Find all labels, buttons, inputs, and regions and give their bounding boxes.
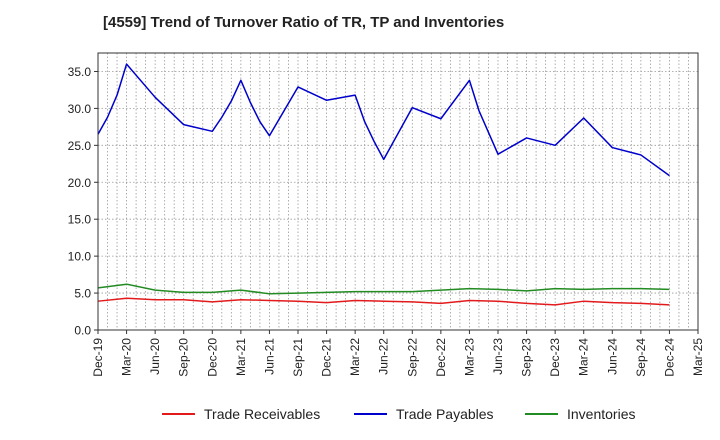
x-tick-label: Mar-21: [234, 338, 248, 376]
x-tick-label: Mar-25: [691, 338, 705, 376]
plot-area: [97, 52, 699, 331]
y-tick-label: 30.0: [68, 102, 92, 116]
y-tick-label: 5.0: [74, 287, 91, 301]
x-tick-label: Dec-19: [91, 338, 105, 377]
y-axis: 0.0 5.0 10.0 15.0 20.0 25.0 30.0 35.0: [68, 65, 98, 338]
x-tick-label: Sep-22: [405, 338, 419, 377]
x-tick-label: Sep-21: [291, 338, 305, 377]
x-tick-label: Mar-24: [577, 338, 591, 376]
legend-label: Trade Payables: [396, 406, 494, 422]
series-lines: [97, 63, 670, 306]
chart-title: [4559] Trend of Turnover Ratio of TR, TP…: [103, 14, 505, 31]
series-line-trade-receivables: [97, 297, 670, 306]
y-tick-label: 15.0: [68, 213, 92, 227]
x-tick-label: Dec-20: [205, 338, 219, 377]
x-tick-label: Dec-23: [548, 338, 562, 377]
x-axis: Dec-19 Mar-20 Jun-20 Sep-20 Dec-20 Mar-21 Jun-…: [91, 330, 705, 377]
x-tick-label: Jun-21: [262, 338, 276, 375]
x-tick-label: Jun-24: [605, 338, 619, 375]
x-tick-label: Sep-23: [520, 338, 534, 377]
x-tick-label: Sep-20: [177, 338, 191, 377]
x-tick-label: Dec-22: [434, 338, 448, 377]
x-tick-label: Mar-23: [462, 338, 476, 376]
x-tick-label: Jun-20: [148, 338, 162, 375]
x-tick-label: Sep-24: [634, 338, 648, 377]
y-tick-label: 10.0: [68, 250, 92, 264]
y-tick-label: 35.0: [68, 65, 92, 79]
legend-label: Trade Receivables: [204, 406, 320, 422]
legend: Trade Receivables Trade Payables Inventori…: [162, 406, 635, 422]
x-tick-label: Mar-22: [348, 338, 362, 376]
x-tick-label: Mar-20: [120, 338, 134, 376]
series-line-inventories: [97, 283, 670, 295]
x-tick-label: Dec-24: [662, 338, 676, 377]
series-line-trade-payables: [97, 63, 670, 177]
y-tick-label: 20.0: [68, 176, 92, 190]
x-tick-label: Jun-23: [491, 338, 505, 375]
legend-label: Inventories: [567, 406, 635, 422]
x-tick-label: Jun-22: [377, 338, 391, 375]
y-tick-label: 25.0: [68, 139, 92, 153]
y-tick-label: 0.0: [74, 324, 91, 338]
x-tick-label: Dec-21: [320, 338, 334, 377]
